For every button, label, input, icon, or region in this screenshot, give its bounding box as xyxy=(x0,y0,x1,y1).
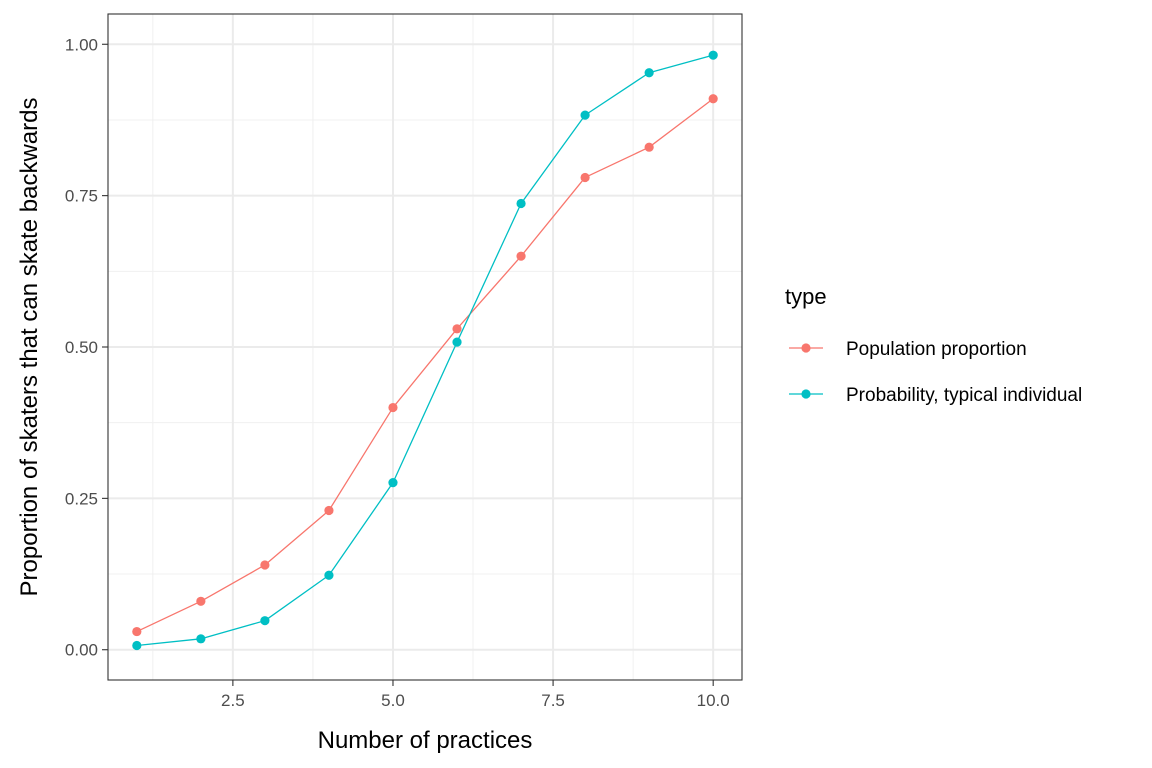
series-line xyxy=(136,98,714,633)
data-point xyxy=(324,505,334,516)
x-tick-label: 2.5 xyxy=(221,691,245,710)
legend-key-point xyxy=(801,389,811,399)
legend-items: Population proportion Probability, typica… xyxy=(789,339,1082,406)
legend-item: Probability, typical individual xyxy=(789,385,1082,406)
data-point xyxy=(132,626,142,637)
x-tick-label: 7.5 xyxy=(541,691,565,710)
y-axis-title: Proportion of skaters that can skate bac… xyxy=(16,98,43,597)
legend-item: Population proportion xyxy=(789,339,1027,360)
axes: 2.5 5.0 7.5 10.0 0.00 0.25 0.50 0.75 1.00 xyxy=(65,35,730,710)
data-point xyxy=(644,68,654,78)
y-tick-label: 0.00 xyxy=(65,641,98,660)
data-point xyxy=(708,50,718,60)
data-point xyxy=(132,640,142,651)
legend: type Population proportion Probability, t… xyxy=(785,284,1082,406)
legend-label: Probability, typical individual xyxy=(846,385,1082,406)
data-point xyxy=(324,570,334,580)
data-point xyxy=(452,337,462,347)
x-tick-label: 5.0 xyxy=(381,691,405,710)
data-point xyxy=(196,634,206,644)
data-point xyxy=(580,110,590,120)
data-series xyxy=(132,50,718,651)
legend-label: Population proportion xyxy=(846,339,1027,360)
x-axis-title: Number of practices xyxy=(318,727,533,754)
data-point xyxy=(260,616,270,626)
data-point xyxy=(708,94,718,104)
data-point xyxy=(388,478,398,488)
data-point xyxy=(516,251,526,261)
legend-title: type xyxy=(785,284,827,309)
data-point xyxy=(260,560,270,570)
y-tick-label: 0.25 xyxy=(65,489,98,508)
data-point xyxy=(388,402,398,413)
legend-key-point xyxy=(801,343,811,353)
data-point xyxy=(452,324,462,334)
series-1 xyxy=(132,94,718,637)
y-tick-label: 1.00 xyxy=(65,35,98,54)
x-tick-label: 10.0 xyxy=(697,691,730,710)
data-point xyxy=(516,198,526,209)
gridlines xyxy=(108,14,742,680)
data-point xyxy=(196,596,206,606)
data-point xyxy=(644,142,654,152)
y-tick-label: 0.75 xyxy=(65,187,98,206)
data-point xyxy=(580,172,590,183)
series-line xyxy=(136,54,714,647)
series-2 xyxy=(132,50,718,651)
y-tick-label: 0.50 xyxy=(65,338,98,357)
